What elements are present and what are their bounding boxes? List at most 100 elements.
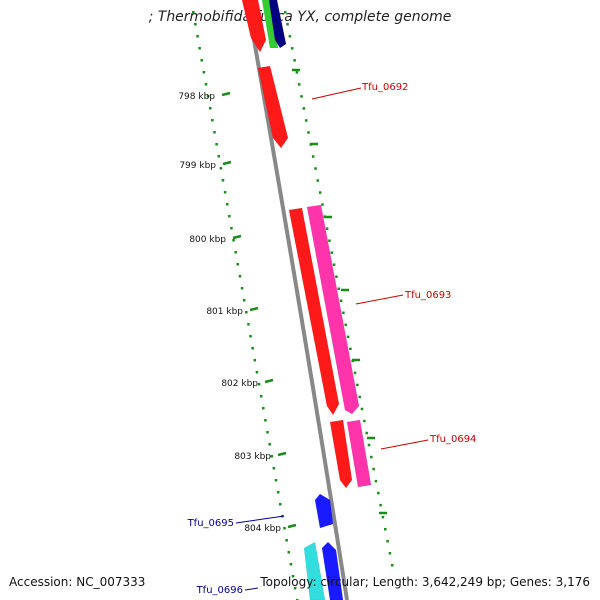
scale-dot — [262, 407, 265, 410]
scale-dot — [337, 287, 340, 290]
scale-dot — [297, 83, 301, 86]
scale-dot — [198, 47, 201, 50]
gene-label[interactable]: Tfu_0692 — [361, 82, 408, 93]
gene-arrow-tfu-0695[interactable] — [314, 493, 334, 529]
scale-dot — [342, 311, 345, 315]
scale-dot — [253, 359, 257, 362]
gene-label[interactable]: Tfu_0694 — [429, 434, 476, 445]
scale-dot — [194, 23, 197, 26]
tick-mark — [232, 234, 242, 240]
tick-label: 803 kbp — [234, 452, 271, 462]
scale-dot — [379, 503, 382, 507]
scale-dot — [257, 383, 261, 386]
tick-label: 798 kbp — [178, 92, 215, 102]
scale-dot — [293, 59, 296, 62]
scale-dot — [335, 275, 338, 278]
scale-dot — [238, 275, 242, 278]
scale-dot — [328, 239, 331, 242]
scale-dot — [264, 419, 267, 422]
scale-dot — [367, 443, 371, 447]
scale-dot — [314, 167, 317, 170]
scale-dot — [363, 419, 366, 423]
tick-mark — [222, 160, 232, 166]
scale-dot — [391, 564, 394, 567]
label-leader-line — [235, 515, 285, 524]
gene-arrow-tfu-0696[interactable] — [321, 541, 344, 600]
scale-dot — [221, 179, 225, 182]
scale-dot — [276, 491, 280, 494]
scale-dot — [249, 335, 252, 338]
gene-label[interactable]: Tfu_0693 — [404, 290, 451, 301]
scale-dot — [200, 59, 203, 62]
gene-arrow-tfu-0696a[interactable] — [303, 541, 326, 600]
gene-arrow-tfu-0693a[interactable] — [288, 207, 340, 416]
scale-dot — [219, 167, 223, 170]
scale-dot — [300, 95, 303, 98]
scale-dot — [213, 131, 216, 134]
scale-dot — [284, 11, 287, 14]
scale-dot — [316, 179, 320, 182]
scale-dot — [290, 47, 294, 50]
scale-dot — [206, 95, 210, 98]
scale-dot — [242, 299, 246, 302]
gene-arrow-tfu-0694[interactable] — [346, 419, 372, 488]
tick-mark — [264, 378, 274, 384]
scale-dot — [245, 311, 248, 314]
scale-dot — [304, 119, 308, 122]
scale-dot — [236, 263, 240, 266]
scale-dot — [332, 263, 336, 266]
scale-dot — [353, 371, 357, 375]
scale-dot — [259, 395, 263, 398]
gene-arrow-tfu-0692[interactable] — [257, 65, 289, 149]
gene-arrow-red[interactable] — [241, 0, 267, 53]
tick-label: 799 kbp — [179, 161, 216, 171]
scale-dot — [291, 575, 295, 578]
map-title: ; Thermobifida fusca YX, complete genome — [148, 9, 452, 25]
scale-dot — [370, 455, 373, 459]
tick-label: 804 kbp — [244, 524, 281, 534]
scale-dot — [247, 323, 250, 326]
gene-label[interactable]: Tfu_0696 — [196, 585, 243, 596]
tick-label: 801 kbp — [206, 307, 243, 317]
scale-dot — [240, 287, 244, 290]
label-leader-line — [311, 87, 362, 100]
gene-arrow-green[interactable] — [261, 0, 279, 49]
scale-dot — [365, 431, 368, 435]
gene-arrow-tfu-0693[interactable] — [306, 204, 360, 415]
tick-label: 802 kbp — [221, 379, 258, 389]
scale-dot — [225, 203, 229, 206]
scale-dot — [289, 563, 293, 566]
gene-arrow-navy[interactable] — [268, 0, 287, 49]
scale-dot — [330, 251, 334, 254]
gene-arrow-tfu-0694a[interactable] — [329, 419, 353, 489]
scale-dot — [285, 539, 288, 542]
scale-dot — [279, 503, 282, 506]
scale-dot — [302, 107, 306, 110]
scale-dot — [266, 431, 269, 434]
tick-mark — [277, 451, 287, 457]
scale-dot — [215, 143, 218, 146]
tick-mark — [249, 306, 259, 312]
scale-dot — [381, 515, 385, 519]
label-leader-line — [355, 294, 404, 305]
scale-dot — [321, 203, 324, 206]
gene-label[interactable]: Tfu_0695 — [187, 518, 234, 529]
scale-dot — [274, 479, 278, 482]
scale-dot — [208, 107, 212, 110]
scale-dot — [377, 491, 380, 495]
scale-dot — [228, 215, 231, 218]
genome-summary-text: Topology: circular; Length: 3,642,249 bp… — [260, 575, 590, 589]
scale-dot — [325, 227, 329, 230]
scale-dot — [255, 371, 259, 374]
scale-dot — [230, 227, 233, 230]
scale-dot — [287, 551, 291, 554]
scale-dot — [268, 443, 271, 446]
scale-dot — [251, 347, 254, 350]
scale-dot — [204, 83, 208, 86]
scale-dot — [192, 11, 195, 14]
label-leader-line — [244, 587, 259, 591]
scale-dot — [295, 71, 299, 74]
scale-dot — [217, 155, 220, 158]
tick-mark — [287, 523, 297, 529]
